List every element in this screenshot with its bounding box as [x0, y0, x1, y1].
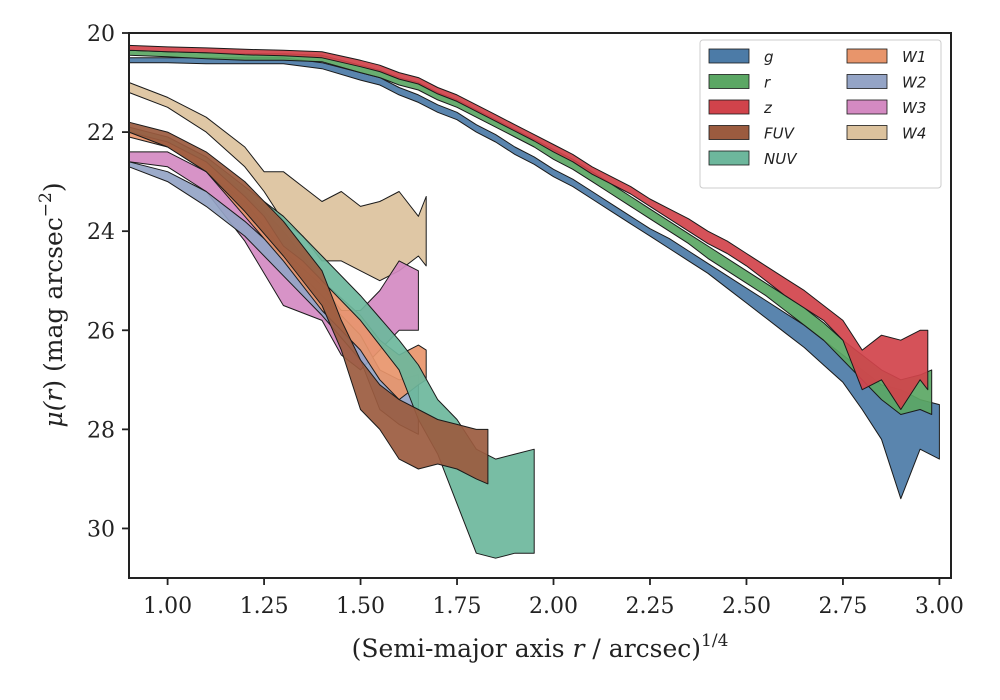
legend-item-fuv: FUV	[708, 125, 796, 143]
y-tick-label: 26	[87, 319, 115, 344]
y-axis-label: μ(r) (mag arcsec−2)	[36, 182, 68, 427]
legend-swatch	[708, 125, 750, 140]
legend-swatch	[846, 99, 888, 115]
legend-label: W4	[902, 125, 926, 143]
x-tick-label: 2.50	[722, 594, 771, 619]
legend-label: z	[763, 99, 773, 117]
plot-frame	[128, 32, 952, 579]
y-axis-ticks: 20 22 24 26 28 30	[87, 22, 129, 542]
y-tick-label: 22	[87, 121, 115, 146]
y-tick-label: 28	[87, 418, 115, 443]
legend-label: W3	[902, 99, 926, 117]
profile-bands	[128, 44, 940, 559]
legend-item-z: z	[708, 99, 773, 117]
x-tick-label: 1.50	[336, 594, 385, 619]
x-tick-label: 2.75	[818, 594, 867, 619]
legend-swatch	[708, 150, 750, 166]
legend-swatch	[846, 125, 888, 140]
legend-label: W1	[902, 48, 926, 66]
x-tick-label: 2.25	[625, 594, 674, 619]
legend-item-r: r	[708, 74, 771, 92]
y-tick-label: 24	[87, 220, 115, 245]
legend-item-w3: W3	[846, 99, 926, 117]
x-axis-label: (Semi-major axis r / arcsec)1/4	[352, 631, 729, 663]
legend-item-w1: W1	[846, 48, 926, 66]
legend-label: r	[764, 74, 771, 92]
band-fuv	[128, 121, 489, 485]
band-w4	[128, 82, 427, 282]
legend-swatch	[708, 48, 750, 64]
legend-label: W2	[902, 74, 926, 92]
legend-item-w2: W2	[846, 74, 926, 92]
x-tick-label: 2.00	[529, 594, 578, 619]
legend-label: g	[764, 48, 774, 66]
x-tick-label: 3.00	[915, 594, 964, 619]
legend-item-nuv: NUV	[708, 150, 798, 168]
legend-swatch	[846, 48, 888, 64]
x-axis-ticks: 1.00 1.25 1.50 1.75 2.00 2.25 2.50 2.75 3.00	[143, 578, 964, 619]
band-g	[128, 57, 940, 500]
legend-label: FUV	[764, 125, 796, 143]
legend-swatch	[708, 74, 750, 89]
y-tick-label: 30	[87, 517, 115, 542]
x-tick-label: 1.00	[143, 594, 192, 619]
legend-swatch	[846, 74, 888, 89]
legend-swatch	[708, 99, 750, 115]
legend-item-g: g	[708, 48, 774, 66]
legend-item-w4: W4	[846, 125, 926, 143]
band-z	[128, 44, 929, 410]
x-tick-label: 1.25	[240, 594, 289, 619]
legend: grz FUV NUV W1 W2 W3 W4	[699, 39, 942, 189]
x-tick-label: 1.75	[433, 594, 482, 619]
y-tick-label: 20	[87, 22, 115, 47]
legend-label: NUV	[764, 150, 798, 168]
